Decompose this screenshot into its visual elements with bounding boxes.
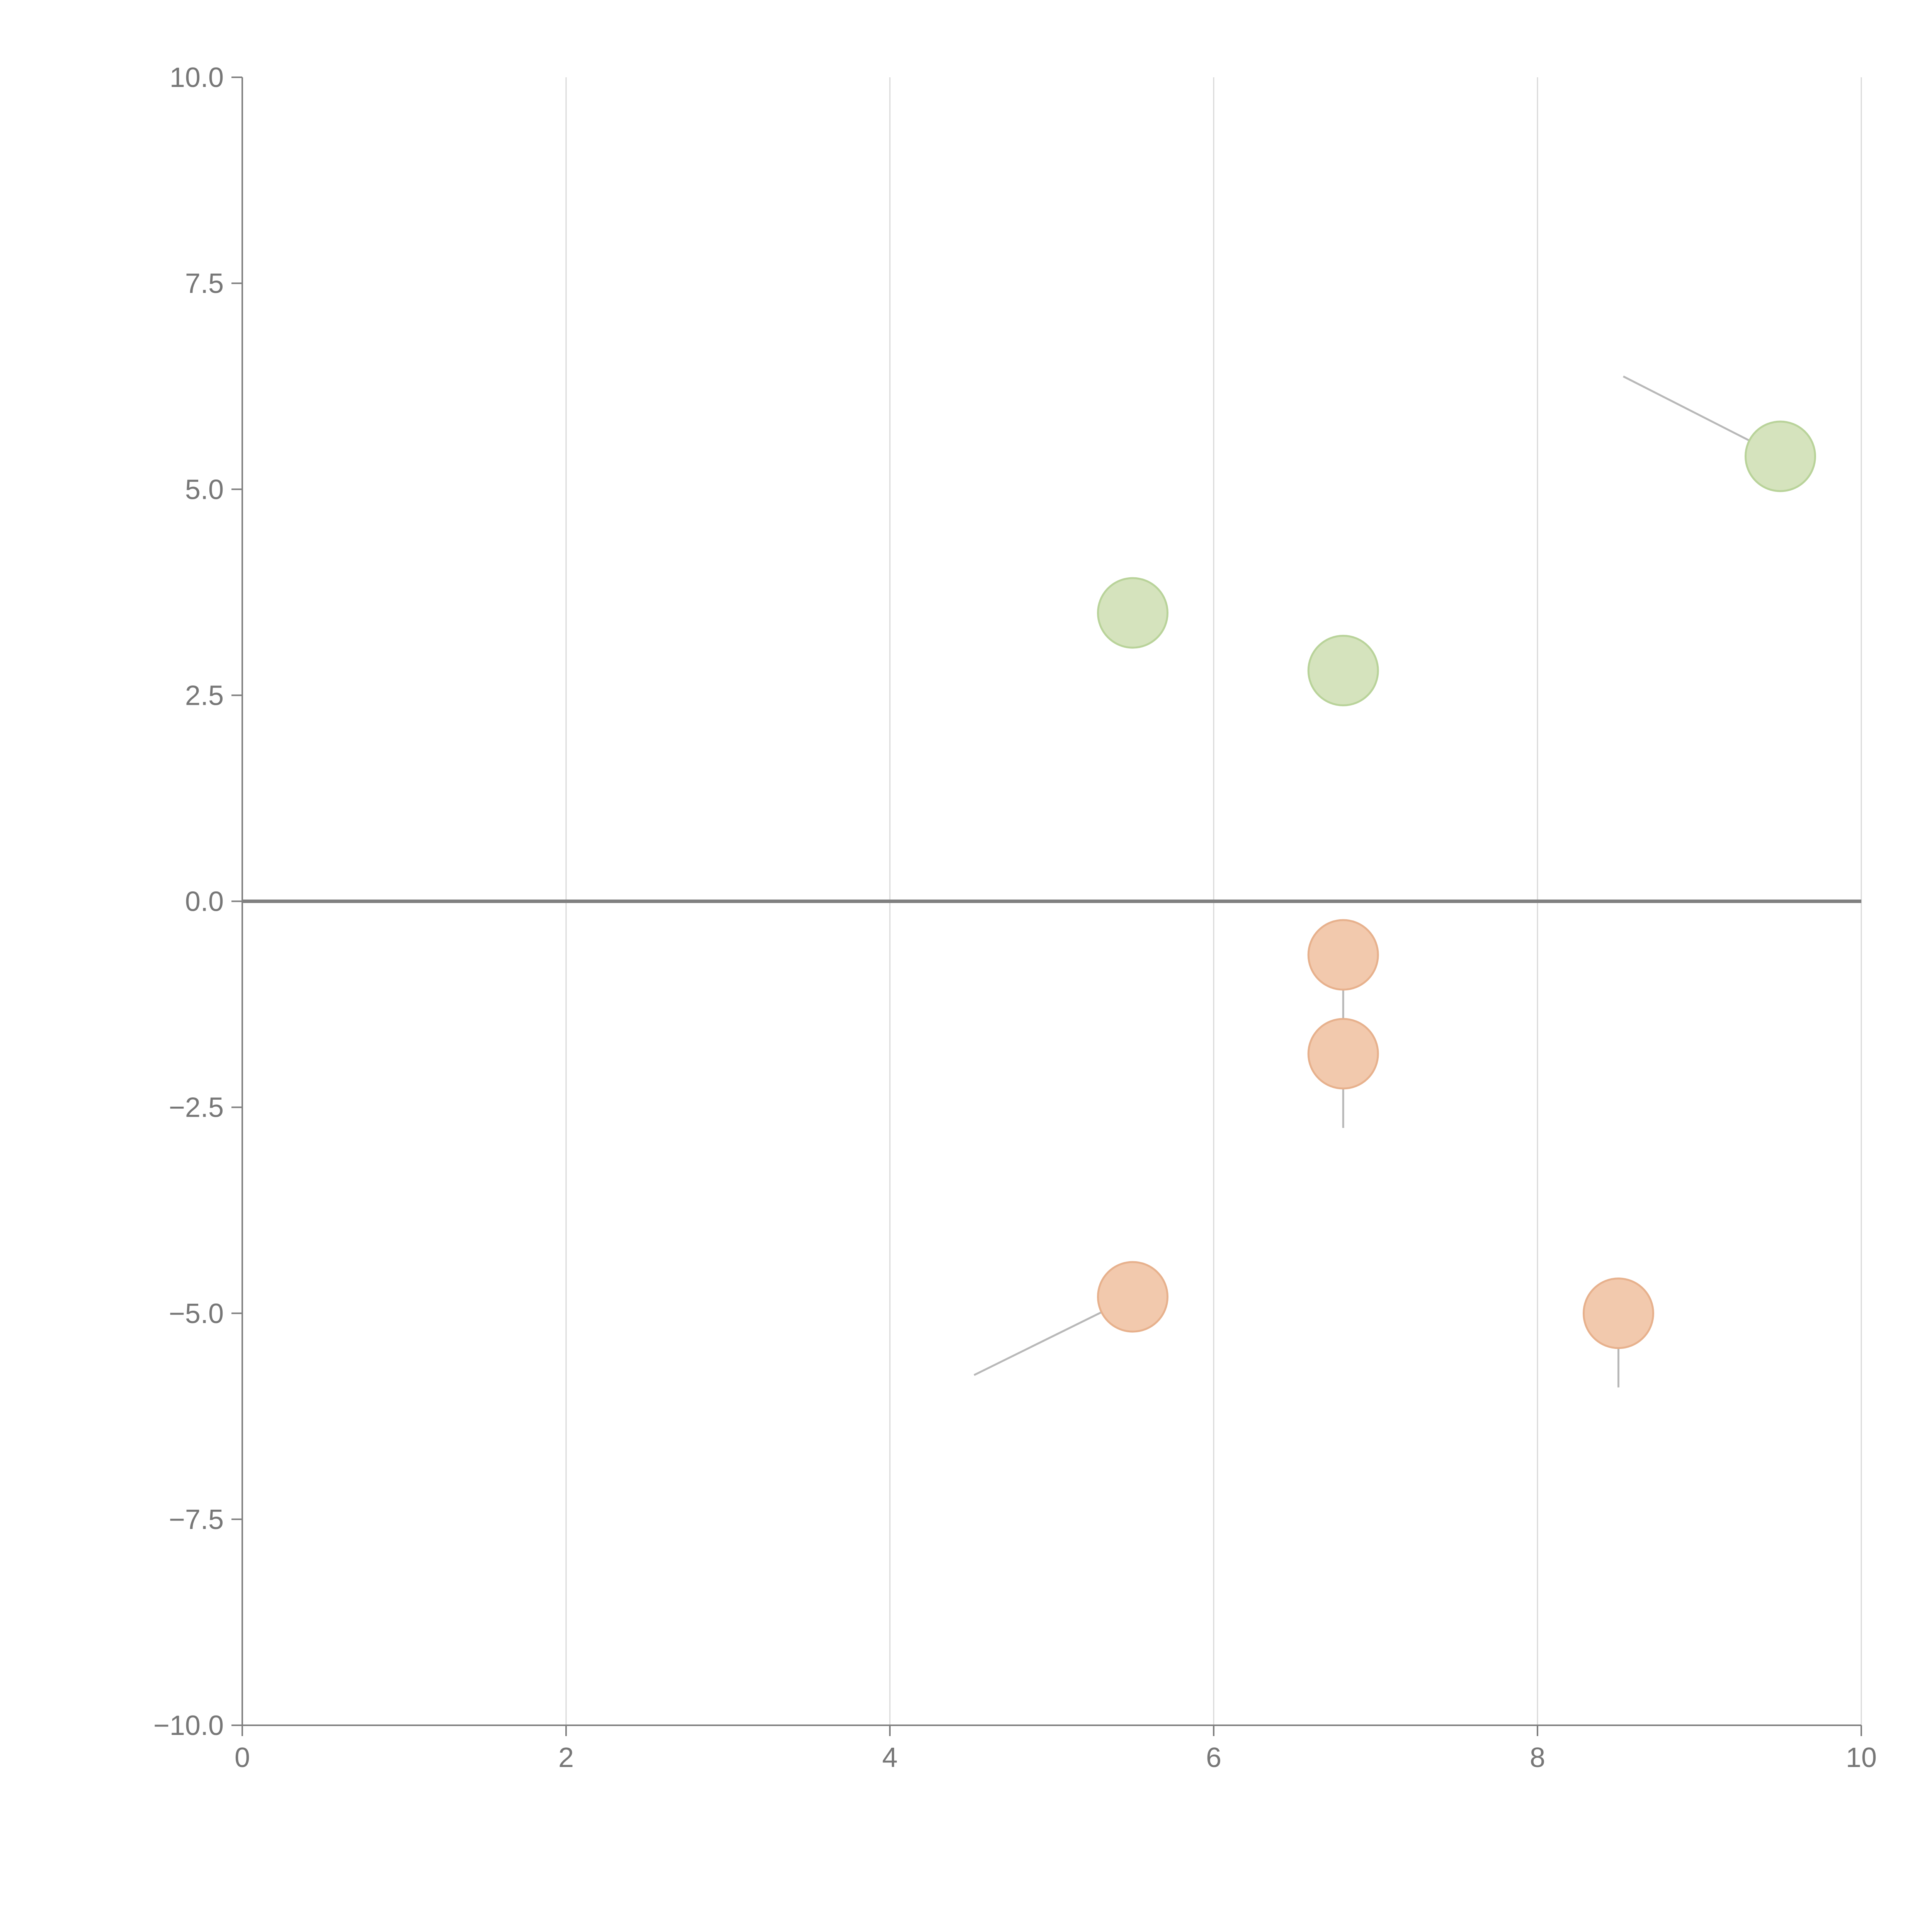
- data-point-negative: [1097, 1261, 1168, 1333]
- y-tick-label: −5.0: [169, 1298, 224, 1329]
- y-tick-label: −2.5: [169, 1092, 224, 1123]
- y-tick-label: 0.0: [185, 886, 224, 917]
- x-tick-label: 6: [1206, 1742, 1221, 1773]
- data-point-positive: [1097, 577, 1168, 649]
- y-tick-label: −10.0: [153, 1710, 224, 1741]
- leader-layer: [973, 375, 1781, 1388]
- y-tick-label: 2.5: [185, 680, 224, 711]
- y-tick-label: −7.5: [169, 1504, 224, 1535]
- x-tick-label: 10: [1846, 1742, 1877, 1773]
- x-tick-label: 4: [882, 1742, 898, 1773]
- x-tick-label: 8: [1530, 1742, 1545, 1773]
- data-point-negative: [1307, 919, 1379, 991]
- data-point-negative: [1307, 1018, 1379, 1090]
- tick-label-layer: 0 2 4 6 8 10 10.0 7.5 5.0 2.5 0.0 −2.5 −5.0 −7.5 −10.0: [153, 62, 1877, 1773]
- data-point-positive: [1307, 634, 1379, 706]
- y-tick-label: 5.0: [185, 474, 224, 505]
- y-tick-label: 7.5: [185, 268, 224, 299]
- data-point-negative: [1583, 1277, 1654, 1349]
- axis-layer: [231, 77, 1862, 1736]
- point-layer: [1097, 420, 1816, 1349]
- y-tick-label: 10.0: [170, 62, 224, 93]
- x-tick-label: 0: [235, 1742, 250, 1773]
- x-tick-label: 2: [558, 1742, 574, 1773]
- data-point-positive: [1745, 420, 1816, 492]
